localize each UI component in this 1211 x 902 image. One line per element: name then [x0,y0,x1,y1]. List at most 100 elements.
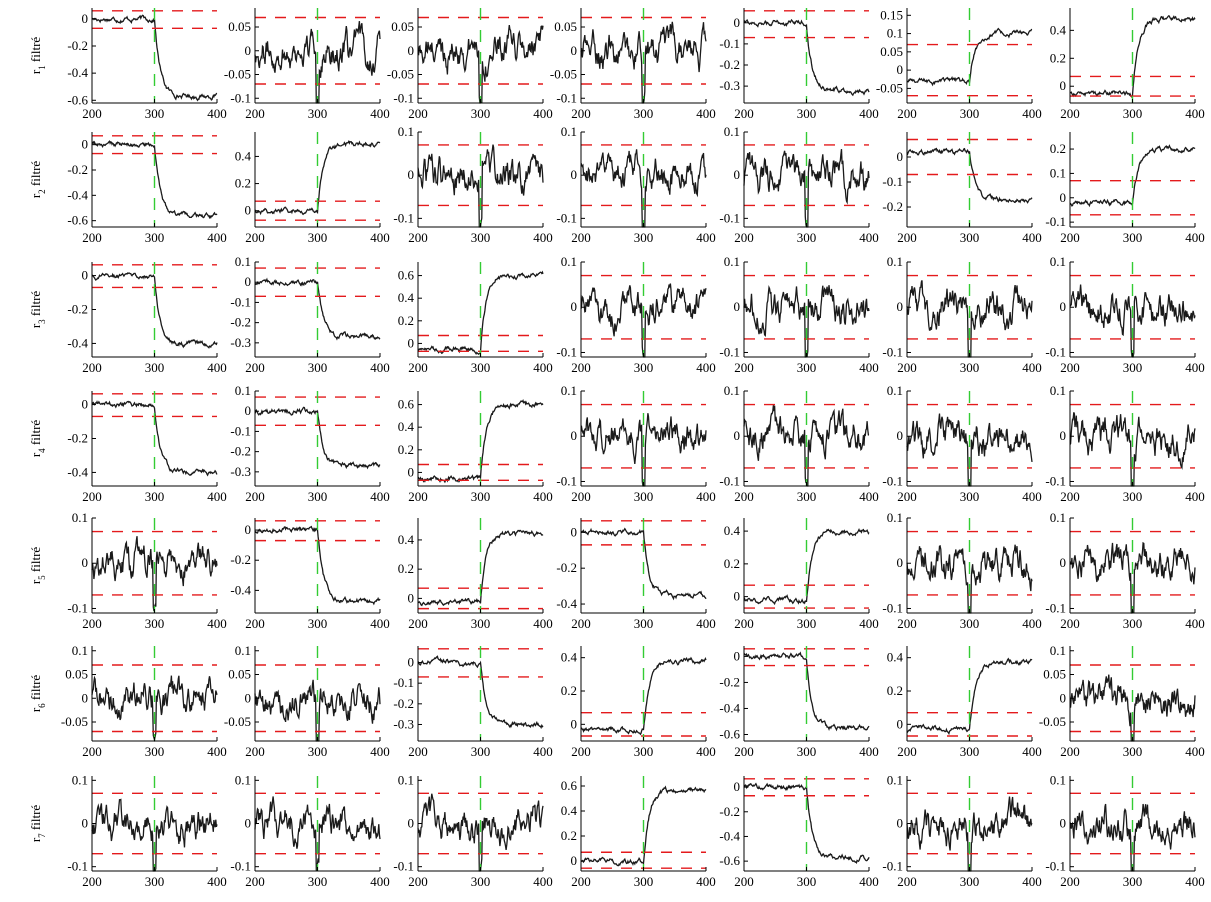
subplot-r5c6: 200 300 400 -0.1 0 0.1 [882,510,1041,631]
subplot-r5c6-y-tick-label: 0 [897,555,904,570]
subplot-r1c5-y-tick-label: -0.3 [719,78,740,93]
subplot-r1c3-y-tick-label: -0.05 [387,67,414,82]
subplot-r7c4-x-tick-label: 400 [696,874,716,889]
subplot-r3c3-x-tick-label: 300 [471,360,491,375]
subplot-r3c6-y-tick-label: -0.1 [882,344,903,359]
subplot-r6c7-y-tick-label: 0 [1060,690,1067,705]
subplot-r1c5-x-tick-label: 300 [797,106,817,121]
subplot-r2c1-x-tick-label: 400 [207,230,227,245]
subplot-r6c4: 200 300 400 0 0.2 0.4 [561,646,716,759]
subplot-r7c1-y-tick-label: 0.1 [72,772,88,787]
subplot-r2c5: 200 300 400 -0.1 0 0.1 [719,124,878,245]
subplot-r6c7-y-tick-label: 0.1 [1050,643,1066,658]
subplot-r7c1-signal-line [91,798,218,872]
subplot-r7c4-x-tick-label: 300 [634,874,654,889]
subplot-r5c6-signal-line [906,544,1033,614]
subplot-r7c3: 200 300 400 -0.1 0 0.1 [393,772,552,889]
subplot-r2c6-y-tick-label: 0 [897,149,904,164]
subplot-r2c6-signal-line [906,147,1033,204]
subplot-r2c1-y-tick-label: 0 [82,137,89,152]
subplot-r3c1-y-tick-label: 0 [82,268,89,283]
subplot-r4c4-x-tick-label: 400 [696,489,716,504]
subplot-r2c2-y-tick-label: 0.2 [235,176,251,191]
subplot-r5c6-y-tick-label: -0.1 [882,600,903,615]
row-label-r6: r6 filtré [28,675,47,713]
subplot-r4c2-y-tick-label: -0.3 [230,464,251,479]
subplot-r1c2-x-tick-label: 300 [308,106,328,121]
subplot-r6c3-y-tick-label: -0.1 [393,675,414,690]
subplot-r3c3-x-tick-label: 200 [408,360,428,375]
subplot-r1c3-y-tick-label: -0.1 [393,90,414,105]
subplot-r2c3-y-tick-label: 0 [408,167,415,182]
subplot-r6c2-x-tick-label: 300 [308,744,328,759]
svg-text:r6 filtré: r6 filtré [28,675,47,713]
subplot-r4c5-x-tick-label: 400 [859,489,879,504]
subplot-r4c6: 200 300 400 -0.1 0 0.1 [882,383,1041,504]
subplot-r6c5-signal-line [743,651,870,732]
subplot-r7c5: 200 300 400 -0.6 -0.4 -0.2 0 [719,776,879,889]
subplot-r7c4-y-tick-label: 0.4 [561,803,578,818]
subplot-r2c5-x-tick-label: 400 [859,230,879,245]
row-label-r4: r4 filtré [28,420,47,458]
subplot-r6c3: 200 300 400 -0.3 -0.2 -0.1 0 [393,646,553,759]
subplot-r5c6-x-tick-label: 200 [897,616,917,631]
subplot-r5c3-y-tick-label: 0.2 [398,561,414,576]
subplot-r3c6: 200 300 400 -0.1 0 0.1 [882,254,1041,375]
subplot-r4c7: 200 300 400 -0.1 0 0.1 [1045,383,1204,504]
subplot-r7c6: 200 300 400 -0.1 0 0.1 [882,772,1041,889]
subplot-r1c6-y-tick-label: 0.05 [880,44,903,59]
subplot-r2c7: 200 300 400 -0.1 0 0.1 0.2 [1045,132,1205,245]
subplot-r1c1-y-tick-label: -0.4 [67,65,88,80]
subplot-r1c6-y-tick-label: 0 [897,62,904,77]
subplot-r4c5-y-tick-label: -0.1 [719,473,740,488]
subplot-r6c7-x-tick-label: 400 [1185,744,1205,759]
subplot-r2c5-x-tick-label: 300 [797,230,817,245]
subplot-r6c3-y-tick-label: -0.2 [393,696,414,711]
subplot-r7c2-y-tick-label: 0.1 [235,772,251,787]
subplot-r2c5-x-tick-label: 200 [734,230,754,245]
subplot-r2c6-x-tick-label: 400 [1022,230,1042,245]
subplot-r4c5: 200 300 400 -0.1 0 0.1 [719,383,878,504]
subplot-r1c5-x-tick-label: 200 [734,106,754,121]
subplot-r2c2-y-tick-label: 0.4 [235,148,252,163]
subplot-r6c3-y-tick-label: 0 [408,655,415,670]
subplot-r3c3-y-tick-label: 0 [408,335,415,350]
subplot-r3c1-x-tick-label: 400 [207,360,227,375]
subplot-r6c6-y-tick-label: 0.4 [887,650,904,665]
subplot-r1c4-y-tick-label: 0 [571,43,578,58]
subplot-r1c4-y-tick-label: -0.05 [550,67,577,82]
subplot-r5c4-y-tick-label: -0.2 [556,560,577,575]
subplot-r3c7-y-tick-label: 0 [1060,299,1067,314]
subplot-r3c2-x-tick-label: 200 [245,360,265,375]
subplot-r4c1-y-tick-label: -0.2 [67,431,88,446]
subplot-r4c6-x-tick-label: 400 [1022,489,1042,504]
subplot-r7c5-x-tick-label: 400 [859,874,879,889]
subplot-r3c2-x-tick-label: 300 [308,360,328,375]
subplot-r7c5-y-tick-label: -0.2 [719,804,740,819]
subplot-r1c5-y-tick-label: -0.1 [719,36,740,51]
subplot-r4c2-y-tick-label: -0.1 [230,423,251,438]
subplot-r4c7-x-tick-label: 400 [1185,489,1205,504]
subplot-r3c1-y-tick-label: -0.4 [67,335,88,350]
subplot-r5c5-x-tick-label: 200 [734,616,754,631]
subplot-r1c4-x-tick-label: 200 [571,106,591,121]
subplot-r1c1-x-tick-label: 300 [145,106,165,121]
subplot-r5c1: 200 300 400 -0.1 0 0.1 [67,510,226,631]
subplot-r6c7-y-tick-label: -0.05 [1039,714,1066,729]
subplot-r7c7-x-tick-label: 300 [1123,874,1143,889]
subplot-r4c3: 200 300 400 0 0.2 0.4 0.6 [398,391,553,504]
subplot-r4c3-y-tick-label: 0.2 [398,442,414,457]
subplot-r5c5-y-tick-label: 0 [734,589,741,604]
subplot-r6c6-x-tick-label: 200 [897,744,917,759]
subplot-r2c3: 200 300 400 -0.1 0 0.1 [393,124,552,245]
svg-text:r7 filtré: r7 filtré [28,805,47,843]
subplot-r7c7-x-tick-label: 400 [1185,874,1205,889]
subplot-r5c3-signal-line [417,529,544,607]
subplot-r7c6-x-tick-label: 200 [897,874,917,889]
subplot-r4c3-y-tick-label: 0.6 [398,397,415,412]
subplot-r1c5-signal-line [743,18,870,97]
subplot-r2c2-x-tick-label: 400 [370,230,390,245]
subplot-r2c4-y-tick-label: 0 [571,167,578,182]
subplot-r6c3-x-tick-label: 400 [533,744,553,759]
subplot-r3c1-y-tick-label: -0.2 [67,302,88,317]
